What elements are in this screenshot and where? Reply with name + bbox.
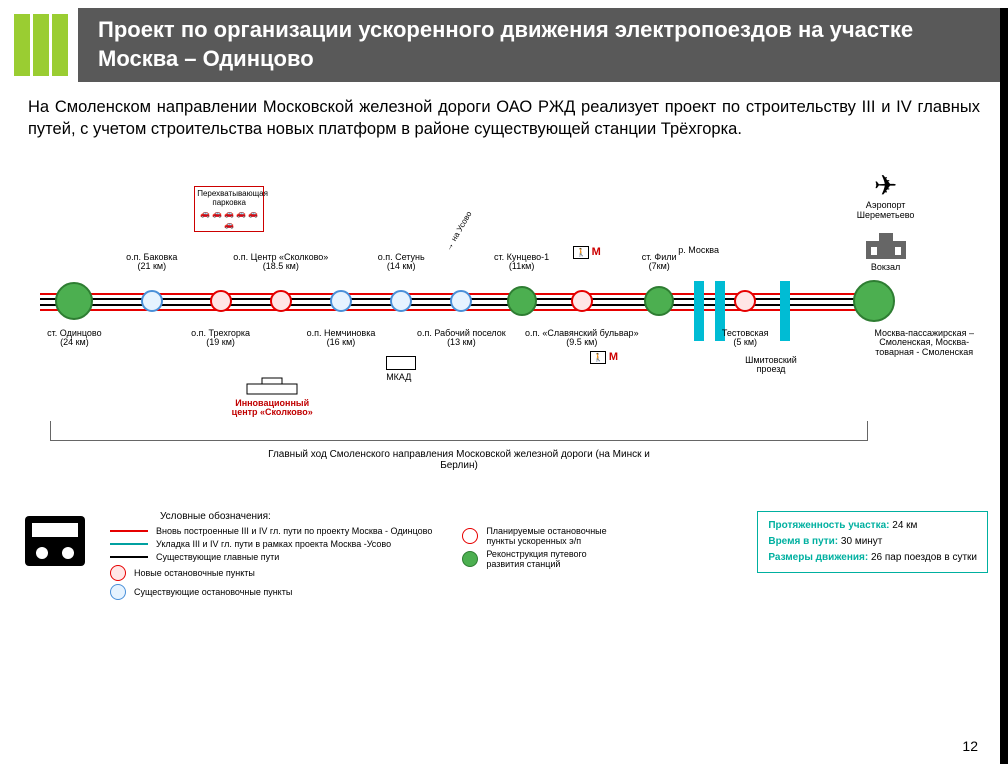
legend-circle-item: Планируемые остановочные пункты ускоренн…	[462, 526, 626, 546]
info-box: Протяженность участка: 24 кмВремя в пути…	[757, 511, 988, 573]
station-node	[734, 290, 756, 312]
station-node	[210, 290, 232, 312]
header-accent-bars	[8, 8, 78, 82]
station-node	[390, 290, 412, 312]
station-node	[853, 280, 895, 322]
station-label: ст. Кунцево-1(11км)	[494, 253, 549, 273]
legend-area: Условные обозначения: Вновь построенные I…	[20, 511, 988, 603]
river	[780, 281, 790, 341]
main-bracket-label: Главный ход Смоленского направления Моск…	[259, 449, 659, 471]
usovo-arrow: → на Усово	[442, 209, 473, 252]
slide-description: На Смоленском направлении Московской жел…	[0, 82, 1008, 151]
legend-circle-item: Реконструкция путевого развития станций	[462, 549, 626, 569]
slide-title: Проект по организации ускоренного движен…	[78, 8, 1000, 82]
shmitov-label: Шмитовский проезд	[741, 356, 801, 376]
parking-box: Перехватывающая парковка🚗🚗🚗🚗🚗🚗	[194, 186, 264, 232]
station-label: Тестовская(5 км)	[722, 329, 769, 349]
skolkovo-label: Инновационный центр «Сколково»	[222, 376, 322, 419]
station-label: ст. Одинцово(24 км)	[47, 329, 101, 349]
legend-line-item: Существующие главные пути	[110, 552, 432, 562]
legend-line-item: Укладка III и IV гл. пути в рамках проек…	[110, 539, 432, 549]
info-row: Протяженность участка: 24 км	[768, 518, 977, 534]
station-node	[55, 282, 93, 320]
info-row: Время в пути: 30 минут	[768, 534, 977, 550]
station-label: о.п. Центр «Сколково»(18.5 км)	[233, 253, 328, 273]
airport-icon: ✈Аэропорт Шереметьево	[851, 171, 921, 222]
vokzal-icon: Вокзал	[861, 231, 911, 274]
metro-icon: 🚶 М	[573, 246, 601, 258]
station-node	[270, 290, 292, 312]
info-row: Размеры движения: 26 пар поездов в сутки	[768, 550, 977, 566]
station-node	[450, 290, 472, 312]
station-node	[644, 286, 674, 316]
main-bracket	[50, 421, 868, 441]
legend-title: Условные обозначения:	[160, 511, 737, 522]
slide-header: Проект по организации ускоренного движен…	[8, 8, 1000, 82]
station-label: о.п. Сетунь(14 км)	[378, 253, 425, 273]
station-label: о.п. Немчиновка(16 км)	[307, 329, 376, 349]
sidebar-accent	[1000, 8, 1008, 764]
station-node	[571, 290, 593, 312]
station-label: о.п. Трехгорка(19 км)	[191, 329, 250, 349]
station-label: о.п. Баковка(21 км)	[126, 253, 177, 273]
station-node	[141, 290, 163, 312]
metro-icon: 🚶 М	[590, 351, 618, 363]
station-node	[330, 290, 352, 312]
station-node	[507, 286, 537, 316]
legend-circle-item: Новые остановочные пункты	[110, 565, 432, 581]
legend-line-item: Вновь построенные III и IV гл. пути по п…	[110, 526, 432, 536]
station-label: о.п. «Славянский бульвар»(9.5 км)	[525, 329, 639, 349]
station-label: о.п. Рабочий поселок(13 км)	[417, 329, 506, 349]
mkad-label: МКАД	[386, 356, 416, 382]
train-icon	[20, 511, 90, 571]
terminal-label: Москва-пассажирская – Смоленская, Москва…	[869, 329, 979, 359]
station-label: ст. Фили(7км)	[642, 253, 677, 273]
river-label: р. Москва	[678, 246, 719, 256]
river	[694, 281, 704, 341]
page-number: 12	[962, 738, 978, 754]
route-diagram: р. Москва ст. Одинцово(24 км) о.п. Баковка…	[20, 151, 988, 501]
legend-circle-item: Существующие остановочные пункты	[110, 584, 432, 600]
